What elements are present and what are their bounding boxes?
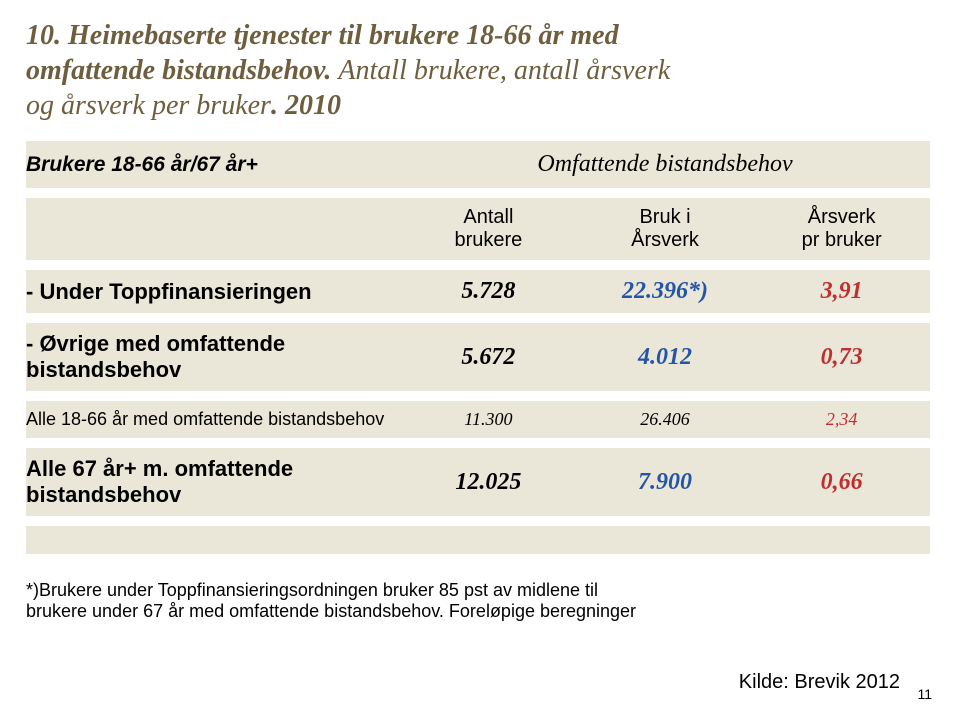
row-val-2: 22.396*) <box>577 270 754 313</box>
title-line4: og årsverk per bruker <box>26 90 271 121</box>
spanning-header: Omfattende bistandsbehov <box>400 141 930 188</box>
source-citation: Kilde: Brevik 2012 <box>739 671 900 694</box>
row-label: - Øvrige med omfattende bistandsbehov <box>26 323 400 391</box>
footnote: *)Brukere under Toppfinansieringsordning… <box>26 580 930 622</box>
row-val-2: 4.012 <box>577 323 754 391</box>
title-line1: 10. Heimebaserte tjenester til brukere 1… <box>26 20 619 51</box>
row-val-2: 7.900 <box>577 448 754 516</box>
table-row: - Under Toppfinansieringen 5.728 22.396*… <box>26 270 930 313</box>
row-val-3: 0,66 <box>753 448 930 516</box>
col-header-3: Årsverk pr bruker <box>753 198 930 260</box>
col-header-1: Antall brukere <box>400 198 577 260</box>
row-val-3: 3,91 <box>753 270 930 313</box>
table-row: - Øvrige med omfattende bistandsbehov 5.… <box>26 323 930 391</box>
page-number: 11 <box>917 686 932 702</box>
title-line3: Antall brukere, antall årsverk <box>338 55 670 86</box>
row-label: Alle 18-66 år med omfattende bistandsbeh… <box>26 401 400 438</box>
slide-title: 10. Heimebaserte tjenester til brukere 1… <box>26 18 930 123</box>
row-val-2: 26.406 <box>577 401 754 438</box>
footnote-line2: brukere under 67 år med omfattende bista… <box>26 601 636 621</box>
row-val-1: 5.672 <box>400 323 577 391</box>
col-header-2: Bruk i Årsverk <box>577 198 754 260</box>
title-line2: omfattende bistandsbehov. <box>26 55 331 86</box>
row-label: - Under Toppfinansieringen <box>26 270 400 313</box>
row-val-1: 5.728 <box>400 270 577 313</box>
table-header-row: Brukere 18-66 år/67 år+ Omfattende bista… <box>26 141 930 188</box>
table-row: Alle 67 år+ m. omfattende bistandsbehov … <box>26 448 930 516</box>
footnote-line1: *)Brukere under Toppfinansieringsordning… <box>26 580 598 600</box>
row-val-3: 2,34 <box>753 401 930 438</box>
table-row: Alle 18-66 år med omfattende bistandsbeh… <box>26 401 930 438</box>
row-val-1: 11.300 <box>400 401 577 438</box>
title-year: . 2010 <box>271 90 341 121</box>
row-val-1: 12.025 <box>400 448 577 516</box>
data-table: Brukere 18-66 år/67 år+ Omfattende bista… <box>26 141 930 554</box>
row-val-3: 0,73 <box>753 323 930 391</box>
row-header-label: Brukere 18-66 år/67 år+ <box>26 141 400 188</box>
title-heading: 10. Heimebaserte tjenester til brukere 1… <box>26 18 930 123</box>
table-row-empty <box>26 526 930 554</box>
col-header-row: Antall brukere Bruk i Årsverk Årsverk pr… <box>26 198 930 260</box>
row-label: Alle 67 år+ m. omfattende bistandsbehov <box>26 448 400 516</box>
